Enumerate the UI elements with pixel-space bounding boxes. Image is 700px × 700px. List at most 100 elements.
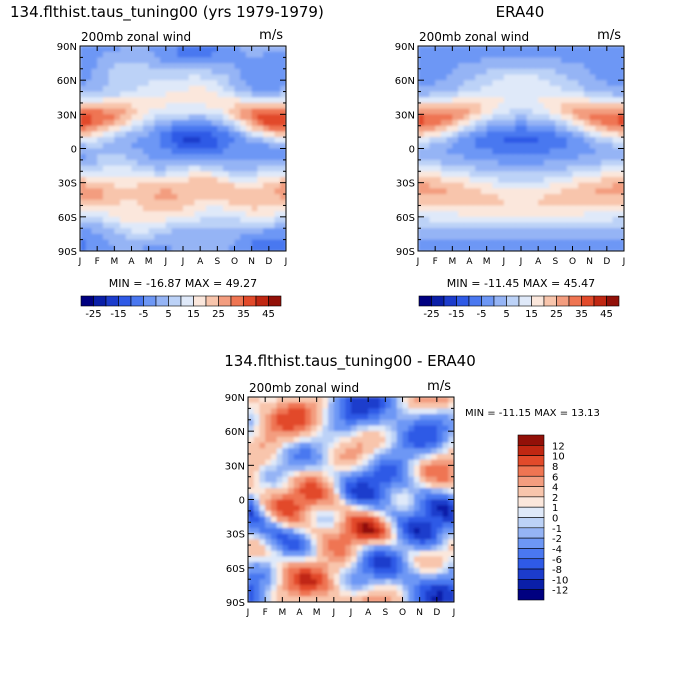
field-cell	[171, 176, 178, 184]
field-cell	[108, 233, 115, 241]
field-cell	[234, 74, 241, 81]
field-cell	[80, 176, 87, 184]
field-cell	[165, 205, 173, 212]
field-cell	[413, 556, 421, 563]
field-cell	[234, 51, 241, 58]
field-cell	[228, 57, 236, 64]
field-cell	[228, 165, 236, 172]
field-cell	[606, 148, 614, 155]
field-cell	[274, 199, 281, 207]
field-cell	[486, 216, 493, 224]
field-cell	[423, 216, 431, 224]
field-cell	[475, 51, 482, 58]
field-cell	[274, 97, 281, 104]
field-cell	[521, 148, 528, 155]
field-cell	[131, 46, 138, 53]
field-cell	[125, 216, 133, 224]
field-cell	[351, 448, 358, 455]
colorbar-label: -5	[139, 309, 149, 320]
field-cell	[515, 233, 522, 241]
field-cell	[217, 125, 224, 133]
field-cell	[108, 114, 115, 121]
field-cell	[538, 46, 545, 53]
field-cell	[217, 46, 224, 53]
field-cell	[362, 431, 369, 438]
field-cell	[171, 74, 178, 81]
field-cell	[251, 233, 258, 241]
field-cell	[373, 476, 381, 484]
field-cell	[492, 176, 499, 184]
field-cell	[498, 233, 505, 241]
field-cell	[452, 74, 459, 81]
colorbar-swatch	[180, 295, 194, 307]
field-cell	[253, 448, 261, 455]
field-cell	[463, 245, 471, 251]
field-cell	[425, 408, 432, 415]
field-cell	[396, 590, 404, 597]
field-cell	[131, 102, 138, 110]
field-cell	[310, 579, 318, 586]
field-cell	[480, 63, 488, 70]
field-cell	[566, 131, 574, 138]
field-cell	[595, 245, 602, 251]
field-cell	[498, 165, 505, 172]
field-cell	[322, 471, 329, 478]
field-cell	[259, 499, 266, 506]
field-cell	[131, 176, 138, 184]
field-cell	[589, 142, 596, 150]
field-cell	[211, 114, 218, 121]
field-cell	[356, 584, 364, 592]
field-cell	[396, 408, 404, 415]
field-cell	[102, 188, 110, 195]
field-cell	[368, 545, 375, 552]
field-cell	[572, 97, 579, 104]
field-cell	[316, 556, 323, 563]
field-cell	[515, 216, 522, 224]
field-cell	[305, 488, 312, 495]
field-cell	[97, 102, 104, 110]
field-cell	[97, 171, 104, 178]
field-cell	[288, 425, 295, 432]
field-cell	[268, 216, 276, 224]
field-cell	[503, 233, 511, 241]
field-cell	[345, 533, 352, 540]
field-cell	[618, 176, 624, 184]
field-cell	[431, 397, 438, 404]
field-cell	[310, 448, 318, 455]
field-cell	[589, 74, 596, 81]
field-cell	[442, 539, 449, 546]
field-cell	[408, 573, 415, 580]
colorbar-swatch	[517, 558, 545, 570]
field-cell	[446, 205, 453, 212]
field-cell	[463, 74, 471, 81]
field-cell	[475, 85, 482, 93]
field-cell	[114, 216, 121, 224]
field-cell	[452, 176, 459, 184]
field-cell	[448, 545, 454, 552]
field-cell	[108, 159, 115, 167]
field-cell	[240, 222, 247, 229]
field-cell	[521, 194, 528, 201]
field-cell	[543, 211, 551, 218]
field-cell	[228, 182, 236, 189]
field-cell	[469, 137, 476, 144]
field-cell	[108, 85, 115, 93]
field-cell	[183, 154, 190, 161]
field-cell	[503, 142, 511, 150]
field-cell	[601, 216, 608, 224]
field-cell	[572, 125, 579, 133]
colorbar-label: -25	[85, 309, 101, 320]
field-cell	[274, 194, 281, 201]
field-cell	[217, 154, 224, 161]
field-cell	[419, 550, 426, 558]
field-cell	[402, 425, 409, 432]
field-cell	[310, 493, 318, 501]
field-cell	[217, 142, 224, 150]
field-cell	[418, 228, 425, 235]
field-cell	[131, 114, 138, 121]
field-cell	[257, 108, 264, 115]
field-cell	[259, 397, 266, 404]
field-cell	[160, 199, 167, 207]
field-cell	[429, 91, 436, 98]
field-cell	[345, 562, 352, 569]
